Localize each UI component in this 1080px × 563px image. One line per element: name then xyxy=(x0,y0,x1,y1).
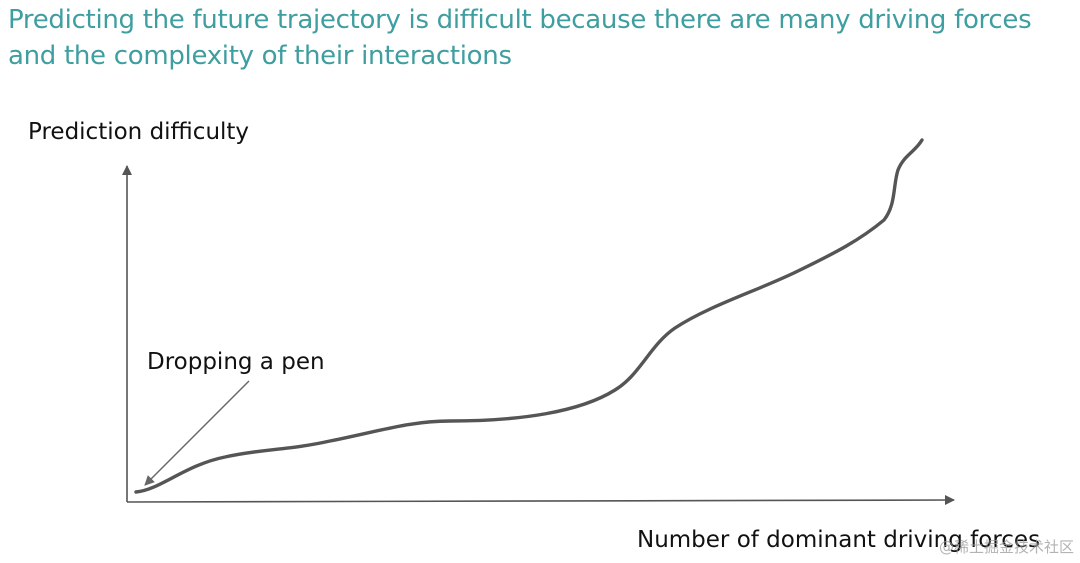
x-axis xyxy=(126,495,955,506)
y-axis-label: Prediction difficulty xyxy=(28,119,249,145)
difficulty-curve xyxy=(134,138,924,494)
slide-title: Predicting the future trajectory is diff… xyxy=(8,5,1032,71)
annotation-arrow xyxy=(144,380,250,486)
annotation-label: Dropping a pen xyxy=(147,349,325,375)
x-axis-label: Number of dominant driving forces xyxy=(637,527,1040,553)
watermark-text: @稀土掘金技术社区 xyxy=(938,538,1074,556)
